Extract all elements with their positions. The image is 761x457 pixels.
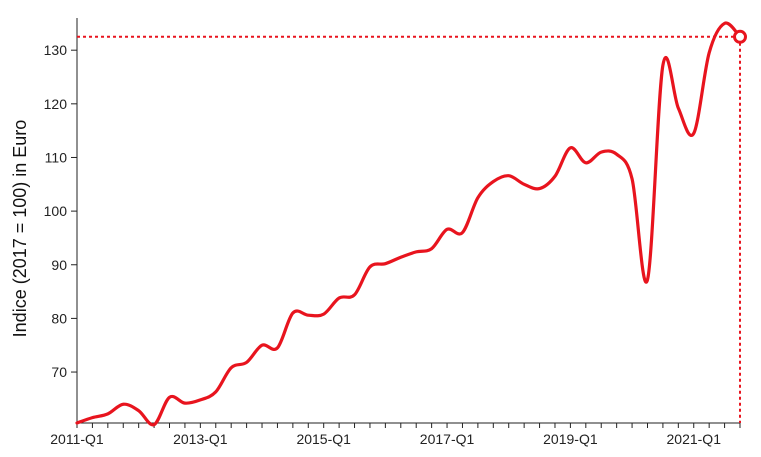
series-line <box>75 21 742 427</box>
last-point-marker[interactable] <box>733 29 747 44</box>
data-point <box>259 342 265 348</box>
y-tick-label: 80 <box>51 310 67 326</box>
data-point <box>352 292 358 298</box>
y-axis-title: Indice (2017 = 100) in Euro <box>10 120 30 338</box>
data-point <box>475 195 481 201</box>
data-point <box>598 149 604 155</box>
data-point <box>706 50 712 56</box>
data-point <box>274 345 280 351</box>
data-point <box>382 261 388 267</box>
data-point <box>490 179 496 185</box>
data-point <box>244 359 250 365</box>
data-point <box>429 246 435 252</box>
data-point <box>228 365 234 371</box>
data-point <box>136 408 142 414</box>
data-point <box>336 295 342 301</box>
x-tick-label: 2013-Q1 <box>173 431 228 447</box>
data-point <box>413 249 419 255</box>
data-point <box>367 264 373 270</box>
y-tick-label: 130 <box>44 42 68 58</box>
data-point <box>290 310 296 316</box>
data-point <box>567 145 573 151</box>
data-point <box>398 254 404 260</box>
y-axis-ticks: 70 80 90 100 110 120 130 <box>44 42 77 380</box>
x-tick-label: 2015-Q1 <box>296 431 351 447</box>
data-point <box>614 151 620 157</box>
data-point <box>537 186 543 192</box>
data-point <box>151 422 157 428</box>
data-point <box>182 400 188 406</box>
data-point <box>629 176 635 182</box>
y-tick-label: 70 <box>51 364 67 380</box>
data-point <box>120 401 126 407</box>
data-point <box>552 173 558 179</box>
data-point <box>521 181 527 187</box>
data-point <box>105 411 111 417</box>
data-point <box>459 230 465 236</box>
y-tick-label: 90 <box>51 257 67 273</box>
data-point <box>644 277 650 283</box>
data-point <box>675 105 681 111</box>
data-point <box>167 394 173 400</box>
data-point <box>660 62 666 68</box>
data-point <box>583 160 589 166</box>
data-point <box>506 173 512 179</box>
data-point <box>305 312 311 318</box>
data-point <box>197 397 203 403</box>
x-tick-label: 2017-Q1 <box>420 431 475 447</box>
y-tick-label: 120 <box>44 96 68 112</box>
data-point <box>691 130 697 136</box>
data-point <box>444 226 450 232</box>
x-tick-label: 2011-Q1 <box>50 431 104 447</box>
data-points <box>74 20 743 427</box>
x-axis-ticks: 2011-Q1 2013-Q1 2015-Q1 2017-Q1 2019-Q1 2021-… <box>50 423 741 447</box>
x-tick-label: 2019-Q1 <box>543 431 598 447</box>
data-point <box>213 389 219 395</box>
data-point <box>89 415 95 421</box>
y-tick-label: 110 <box>45 149 68 165</box>
data-point <box>74 420 80 426</box>
data-point <box>722 20 728 26</box>
data-point <box>321 311 327 317</box>
y-tick-label: 100 <box>44 203 68 219</box>
x-tick-label: 2021-Q1 <box>667 431 722 447</box>
